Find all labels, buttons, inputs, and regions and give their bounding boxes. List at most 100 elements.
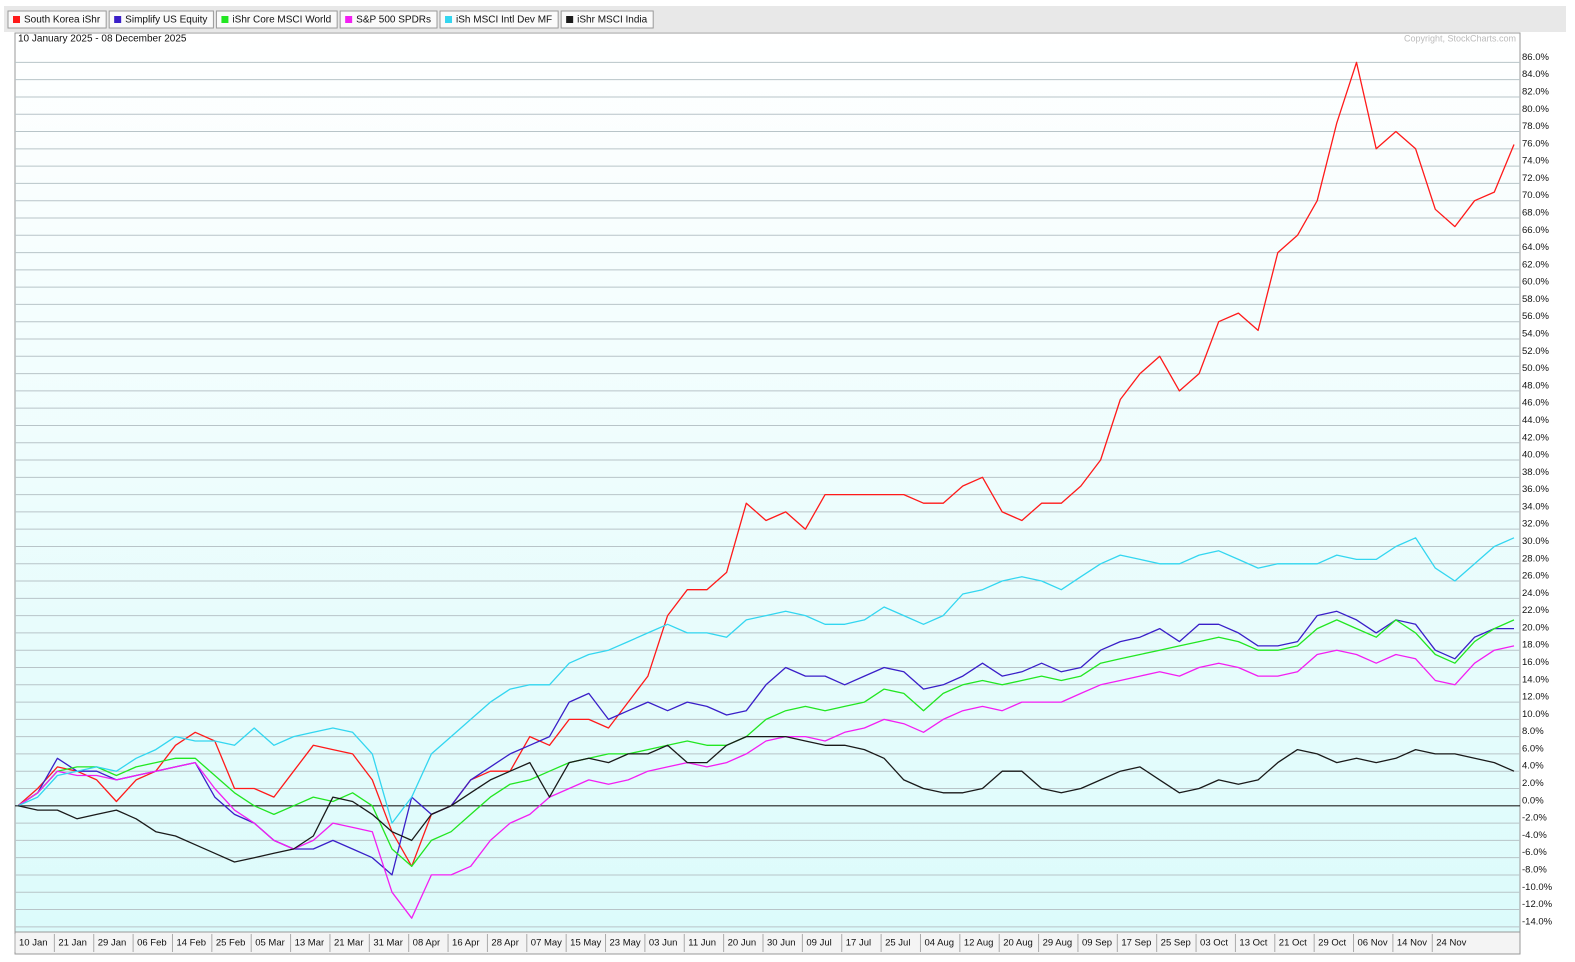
y-tick-label: 30.0% (1522, 536, 1549, 547)
y-tick-label: 58.0% (1522, 294, 1549, 305)
x-tick-label: 10 Jan (19, 938, 48, 949)
subtitle: 10 January 2025 - 08 December 2025 (18, 34, 187, 45)
y-tick-label: 2.0% (1522, 778, 1544, 789)
x-tick-label: 31 Mar (373, 938, 403, 949)
y-tick-label: -8.0% (1522, 864, 1547, 875)
legend-label: iSh MSCI Intl Dev MF (456, 15, 552, 26)
y-tick-label: -6.0% (1522, 847, 1547, 858)
x-tick-label: 08 Apr (413, 938, 440, 949)
legend-box (7, 10, 107, 29)
y-tick-label: 8.0% (1522, 726, 1544, 737)
x-tick-label: 25 Jul (885, 938, 910, 949)
y-tick-label: 60.0% (1522, 277, 1549, 288)
legend-swatch (566, 16, 574, 23)
legend-swatch (13, 16, 20, 23)
y-tick-label: 6.0% (1522, 743, 1544, 754)
y-tick-label: 16.0% (1522, 657, 1549, 668)
legend-label: iShr MSCI India (577, 15, 647, 26)
x-tick-label: 23 May (610, 938, 641, 949)
x-tick-label: 20 Jun (728, 938, 757, 949)
legend-swatch (445, 16, 453, 23)
legend-item: iShr Core MSCI World (215, 10, 338, 29)
x-tick-label: 17 Jul (846, 938, 871, 949)
y-tick-label: 76.0% (1522, 138, 1549, 149)
series-line (17, 645, 1515, 919)
x-tick-label: 25 Sep (1161, 938, 1191, 949)
y-tick-label: 62.0% (1522, 259, 1549, 270)
legend-label: Simplify US Equity (125, 15, 207, 26)
x-tick-label: 16 Apr (452, 938, 479, 949)
y-tick-label: 12.0% (1522, 692, 1549, 703)
y-tick-label: 34.0% (1522, 501, 1549, 512)
x-tick-label: 29 Aug (1043, 938, 1073, 949)
y-tick-label: 64.0% (1522, 242, 1549, 253)
y-tick-label: 22.0% (1522, 605, 1549, 616)
legend-item: S&P 500 SPDRs (339, 10, 438, 29)
y-tick-label: 4.0% (1522, 761, 1544, 772)
y-tick-label: 72.0% (1522, 173, 1549, 184)
series-line (17, 61, 1515, 867)
y-tick-label: 24.0% (1522, 588, 1549, 599)
y-tick-label: 18.0% (1522, 640, 1549, 651)
x-tick-label: 09 Jul (806, 938, 831, 949)
y-tick-label: 80.0% (1522, 104, 1549, 115)
y-tick-label: 84.0% (1522, 69, 1549, 80)
y-tick-label: 20.0% (1522, 622, 1549, 633)
x-tick-label: 15 May (570, 938, 601, 949)
x-tick-label: 13 Oct (1239, 938, 1267, 949)
y-tick-label: 74.0% (1522, 156, 1549, 167)
x-tick-label: 03 Oct (1200, 938, 1228, 949)
copyright: Copyright, StockCharts.com (1404, 33, 1516, 43)
y-tick-label: -14.0% (1522, 916, 1553, 927)
legend-item: iSh MSCI Intl Dev MF (439, 10, 559, 29)
series-line (17, 619, 1515, 867)
y-tick-label: 44.0% (1522, 415, 1549, 426)
y-tick-label: 66.0% (1522, 225, 1549, 236)
legend-box (108, 10, 214, 29)
y-tick-label: -10.0% (1522, 882, 1553, 893)
series-line (17, 537, 1515, 824)
x-tick-label: 29 Oct (1318, 938, 1346, 949)
x-tick-label: 14 Feb (176, 938, 206, 949)
plot-area (14, 32, 1521, 933)
y-tick-label: 68.0% (1522, 208, 1549, 219)
x-tick-label: 25 Feb (216, 938, 246, 949)
x-tick-label: 30 Jun (767, 938, 796, 949)
y-tick-label: 42.0% (1522, 432, 1549, 443)
y-tick-label: 52.0% (1522, 346, 1549, 357)
legend-box (215, 10, 338, 29)
y-tick-label: 40.0% (1522, 450, 1549, 461)
x-tick-label: 06 Feb (137, 938, 167, 949)
x-tick-label: 21 Oct (1279, 938, 1307, 949)
x-tick-label: 04 Aug (924, 938, 954, 949)
legend-label: South Korea iShr (24, 15, 101, 26)
x-tick-label: 29 Jan (98, 938, 127, 949)
legend-swatch (345, 16, 353, 23)
legend-label: iShr Core MSCI World (232, 15, 331, 26)
x-tick-label: 20 Aug (1003, 938, 1033, 949)
x-tick-label: 21 Jan (58, 938, 87, 949)
y-tick-label: 48.0% (1522, 380, 1549, 391)
legend-item: iShr MSCI India (560, 10, 654, 29)
y-tick-label: 54.0% (1522, 329, 1549, 340)
y-tick-label: 70.0% (1522, 190, 1549, 201)
x-tick-label: 24 Nov (1436, 938, 1466, 949)
legend-swatch (114, 16, 122, 23)
y-tick-label: 82.0% (1522, 86, 1549, 97)
y-tick-label: 10.0% (1522, 709, 1549, 720)
y-tick-label: 36.0% (1522, 484, 1549, 495)
y-tick-label: 26.0% (1522, 571, 1549, 582)
legend-label: S&P 500 SPDRs (356, 15, 431, 26)
legend-item: Simplify US Equity (108, 10, 214, 29)
x-tick-label: 21 Mar (334, 938, 364, 949)
series-line (17, 735, 1515, 863)
x-tick-label: 11 Jun (688, 938, 716, 949)
x-tick-label: 09 Sep (1082, 938, 1112, 949)
x-tick-label: 05 Mar (255, 938, 285, 949)
y-tick-label: 78.0% (1522, 121, 1549, 132)
x-tick-label: 12 Aug (964, 938, 994, 949)
y-tick-label: 28.0% (1522, 553, 1549, 564)
x-tick-label: 13 Mar (295, 938, 325, 949)
legend-item: South Korea iShr (7, 10, 107, 29)
